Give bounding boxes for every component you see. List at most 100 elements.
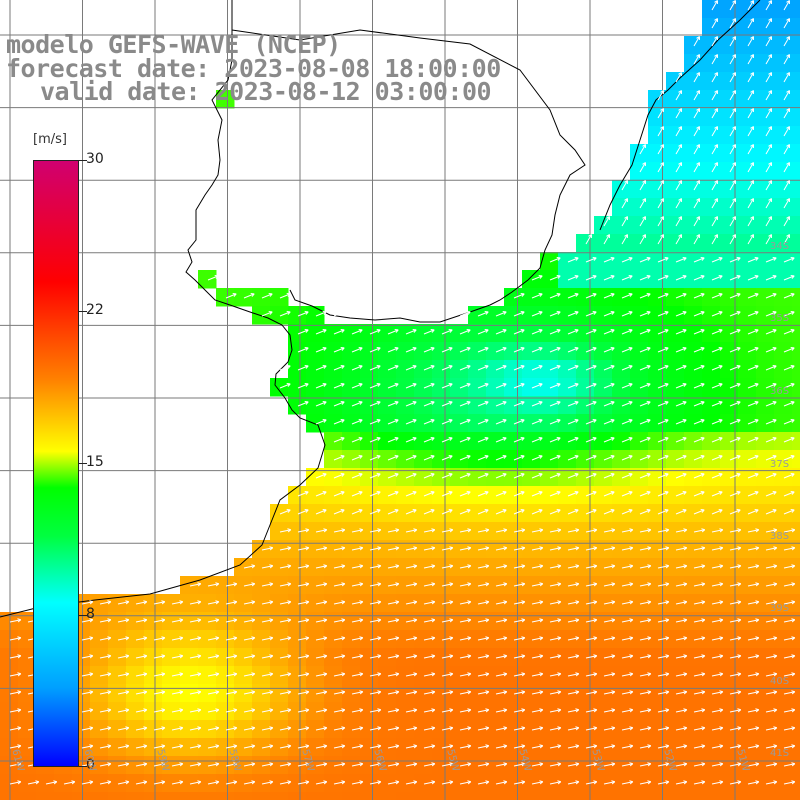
wind-speed-cell (648, 504, 667, 523)
wind-arrow (441, 473, 453, 479)
wind-speed-cell (756, 324, 775, 343)
wind-arrow (225, 744, 238, 749)
wind-speed-cell (792, 774, 800, 793)
wind-arrow (513, 311, 525, 317)
wind-speed-cell (594, 450, 613, 469)
wind-speed-cell (684, 612, 703, 631)
wind-speed-cell (594, 522, 613, 541)
wind-arrow (405, 455, 417, 461)
wind-arrow (351, 582, 364, 587)
wind-arrow (333, 437, 345, 443)
wind-arrow (639, 600, 652, 605)
wind-speed-cell (504, 792, 523, 800)
wind-speed-cell (324, 324, 343, 343)
wind-speed-cell (774, 450, 793, 469)
wind-speed-cell (774, 522, 793, 541)
wind-speed-cell (144, 792, 163, 800)
wind-arrow (531, 509, 543, 515)
wind-arrow (639, 455, 651, 461)
wind-arrow (117, 672, 130, 677)
wind-arrow (333, 726, 346, 731)
wind-speed-cell (468, 450, 487, 469)
wind-speed-cell (648, 324, 667, 343)
wind-arrow (81, 618, 94, 623)
wind-speed-cell (738, 558, 757, 577)
wind-arrow (243, 708, 256, 713)
lat-label-41s: 41S (770, 748, 790, 759)
wind-speed-cell (684, 72, 703, 91)
wind-arrow (477, 347, 489, 353)
wind-arrow (765, 455, 777, 461)
wind-arrow (297, 329, 309, 335)
wind-arrow (207, 690, 220, 695)
wind-arrow (711, 780, 724, 785)
wind-arrow (711, 275, 723, 281)
wind-speed-cell (756, 396, 775, 415)
wind-arrow (729, 234, 736, 245)
wind-speed-cell (288, 774, 307, 793)
wind-arrow (189, 708, 202, 713)
wind-speed-cell (720, 666, 739, 685)
wind-speed-cell (630, 324, 649, 343)
wind-speed-cell (126, 666, 145, 685)
wind-arrow (603, 744, 616, 749)
wind-speed-cell (486, 324, 505, 343)
wind-arrow (747, 90, 754, 101)
wind-speed-cell (540, 738, 559, 757)
wind-speed-cell (216, 774, 235, 793)
wind-arrow (567, 383, 579, 389)
wind-speed-cell (540, 342, 559, 361)
wind-arrow (621, 762, 634, 767)
wind-speed-cell (630, 432, 649, 451)
wind-speed-cell (630, 720, 649, 739)
wind-arrow (675, 365, 687, 371)
wind-speed-cell (306, 774, 325, 793)
wind-arrow (765, 311, 777, 317)
wind-arrow (711, 383, 723, 389)
wind-speed-cell (0, 774, 19, 793)
wind-arrow (189, 672, 202, 677)
wind-arrow (693, 144, 700, 155)
lat-label-40s: 40S (770, 676, 790, 687)
wind-speed-cell (306, 522, 325, 541)
wind-arrow (765, 90, 772, 101)
wind-speed-cell (378, 576, 397, 595)
wind-arrow (657, 329, 669, 335)
wind-arrow (549, 546, 562, 551)
wind-arrow (513, 726, 526, 731)
wind-arrow (585, 528, 598, 533)
wind-speed-cell (324, 720, 343, 739)
wind-speed-cell (432, 468, 451, 487)
wind-arrow (513, 509, 525, 515)
wind-arrow (549, 600, 562, 605)
wind-speed-cell (342, 360, 361, 379)
wind-speed-cell (450, 738, 469, 757)
wind-arrow (603, 329, 615, 335)
wind-speed-cell (378, 432, 397, 451)
wind-speed-cell (666, 162, 685, 181)
wind-speed-cell (648, 414, 667, 433)
wind-arrow (315, 690, 328, 695)
wind-speed-cell (612, 198, 631, 217)
wind-arrow (441, 636, 454, 641)
wind-speed-cell (630, 162, 649, 181)
wind-arrow (657, 180, 664, 191)
wind-speed-cell (738, 648, 757, 667)
wind-arrow (297, 708, 310, 713)
wind-speed-cell (630, 648, 649, 667)
wind-arrow (441, 383, 453, 389)
wind-speed-cell (756, 234, 775, 253)
wind-speed-cell (648, 234, 667, 253)
wind-arrow (621, 216, 628, 227)
wind-arrow (747, 708, 760, 713)
wind-arrow (477, 419, 489, 425)
wind-speed-cell (594, 306, 613, 325)
wind-speed-cell (450, 648, 469, 667)
wind-arrow (423, 528, 436, 533)
wind-speed-cell (792, 522, 800, 541)
wind-arrow (315, 311, 327, 317)
wind-speed-cell (738, 198, 757, 217)
wind-arrow (567, 455, 579, 461)
wind-speed-cell (486, 522, 505, 541)
wind-speed-cell (684, 180, 703, 199)
